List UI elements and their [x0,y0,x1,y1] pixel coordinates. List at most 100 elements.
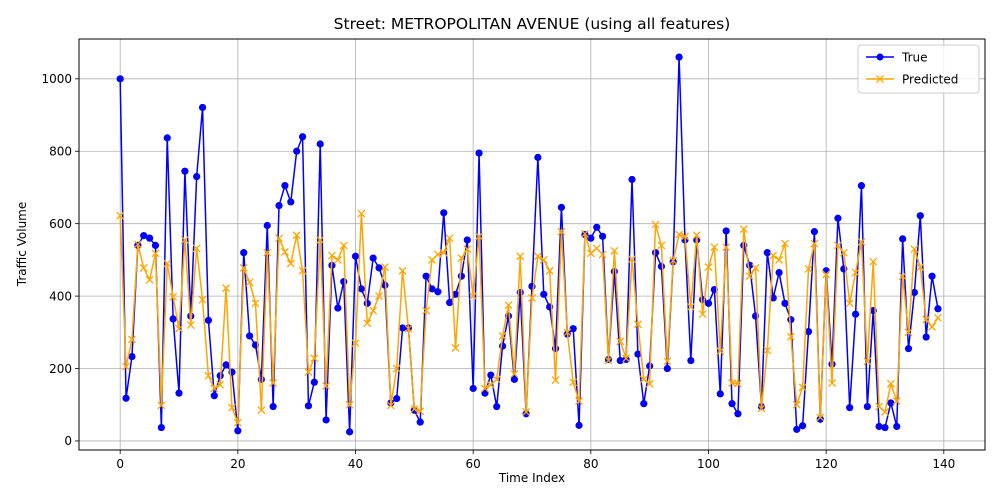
data-point-predicted [904,328,913,337]
data-point-true [822,267,830,275]
data-point-predicted [669,256,678,265]
data-point-true [346,428,354,436]
data-point-predicted [463,245,472,253]
data-point-true [475,149,483,157]
data-point-predicted [910,245,919,253]
data-point-predicted [610,246,619,255]
x-tick-label: 140 [932,457,955,471]
data-point-true [857,182,866,190]
data-point-predicted [469,292,478,301]
data-point-predicted [886,379,895,388]
data-point-true [363,299,371,307]
data-point-predicted [145,275,154,284]
data-point-true [204,316,213,324]
data-point-true [734,410,742,418]
data-point-true [904,345,913,353]
data-point-predicted [763,346,772,355]
data-point-true [704,299,713,307]
data-point-predicted [739,225,748,234]
data-point-true [716,390,724,398]
data-point-predicted [898,272,907,281]
data-point-predicted [722,243,731,252]
data-point-predicted [851,268,860,277]
data-point-true [169,315,177,323]
data-point-true [587,234,595,242]
data-point-true [657,262,666,271]
data-point-true [463,236,471,244]
data-point-true [381,281,389,289]
data-point-predicted [245,278,254,287]
data-point-predicted [233,418,242,427]
data-point-predicted [139,263,148,272]
data-point-predicted [804,264,813,273]
data-point-true [446,299,454,307]
data-point-true [469,384,477,393]
data-point-predicted [733,379,742,388]
data-point-predicted [286,259,295,268]
data-point-true [498,342,507,350]
data-point-predicted [639,375,648,384]
x-tick-label: 0 [116,457,124,471]
data-point-true [234,427,242,435]
x-tick-label: 20 [230,457,245,471]
data-point-predicted [922,315,931,324]
data-point-true [616,356,624,365]
data-point-predicted [928,322,937,331]
data-point-predicted [863,357,872,366]
data-point-predicted [504,301,513,310]
plot-frame [78,38,986,451]
data-point-true [457,272,465,280]
grid-lines [79,39,985,450]
data-point-true [793,425,801,433]
data-point-true [804,327,813,336]
axis-ticks: 0 20 40 60 80 100 120 140 0 200 400 600 800 1000 [41,72,955,471]
data-point-true [593,223,601,231]
data-point-predicted [275,234,283,243]
data-point-predicted [375,292,383,301]
data-point-predicted [798,383,807,392]
data-point-predicted [492,375,501,384]
data-point-predicted [222,284,231,293]
legend: True Predicted [857,44,980,94]
data-point-predicted [816,413,825,422]
data-point-predicted [292,231,301,240]
series-layer [116,53,942,436]
data-point-predicted [704,263,713,272]
data-point-predicted [316,236,325,244]
data-point-predicted [280,247,289,256]
data-point-predicted [439,248,448,257]
data-point-true [675,53,683,61]
data-point-predicted [198,295,207,304]
data-point-true [398,324,407,332]
data-point-true [810,228,818,236]
data-point-predicted [663,357,672,366]
data-point-true [293,147,301,155]
series-true [116,53,942,436]
data-point-true [128,352,136,361]
data-point-predicted [569,378,578,387]
data-point-predicted [751,263,760,272]
data-point-predicted [328,251,336,260]
data-point-predicted [528,293,536,302]
x-tick-label: 60 [466,457,481,471]
x-axis-label: Time Index [498,471,565,485]
data-point-predicted [151,249,160,258]
legend-predicted-marker [876,75,884,83]
data-point-true [663,364,671,373]
data-point-predicted [839,248,848,257]
data-point-true [928,272,936,280]
data-point-predicted [369,306,378,315]
data-point-predicted [398,266,407,275]
data-point-predicted [127,335,136,344]
data-point-true [246,332,254,340]
data-point-predicted [657,241,666,250]
data-point-predicted [116,211,125,220]
data-point-predicted [681,232,689,241]
data-point-predicted [169,292,178,301]
data-point-true [881,423,889,432]
data-point-predicted [445,234,454,243]
data-point-true [316,140,324,148]
data-point-predicted [916,263,925,272]
